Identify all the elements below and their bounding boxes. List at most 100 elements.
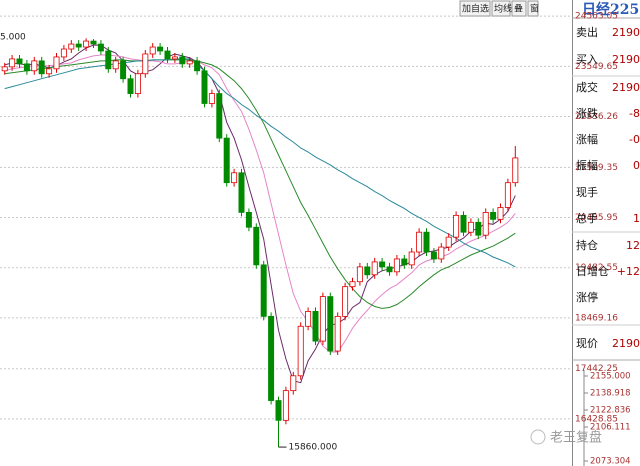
candle-body — [253, 226, 260, 266]
candle-body — [512, 157, 519, 184]
button-frame — [459, 0, 491, 17]
y-tick-label: 23549.65 — [575, 62, 618, 72]
candle-body — [16, 58, 23, 65]
candle-body — [453, 214, 460, 238]
candle-body — [364, 266, 371, 276]
candle-body — [127, 78, 134, 94]
candle-body — [9, 58, 16, 68]
candle-body — [179, 56, 186, 65]
candle-body — [105, 50, 112, 70]
candle-body — [216, 93, 223, 139]
candle-body — [46, 68, 53, 75]
panel-label: 成交 — [576, 80, 598, 94]
button-frame — [491, 0, 511, 17]
toolbar-button[interactable]: 加自选 — [459, 0, 491, 17]
candle-body — [408, 251, 415, 266]
watermark: 老王复盘 — [530, 429, 602, 446]
candle-body — [194, 60, 201, 72]
button-label: 均线 — [494, 3, 512, 15]
candle-body — [53, 56, 60, 70]
candle-body — [371, 261, 378, 276]
candle-body — [157, 46, 164, 52]
ma-line — [4, 54, 516, 353]
candle-body — [120, 60, 127, 80]
candle-body — [327, 296, 334, 352]
panel-label: 现价 — [576, 337, 598, 350]
panel-value: -8 — [629, 107, 640, 120]
y-tick-label: 24563.05 — [575, 12, 618, 22]
low-label: 15860.000 — [289, 443, 338, 453]
panel-label: 涨幅 — [576, 133, 598, 146]
panel-label: 持仓 — [576, 238, 598, 252]
candle-body — [171, 56, 178, 60]
candle-body — [23, 63, 30, 72]
panel-title: 日经225 — [582, 1, 639, 18]
candle-body — [504, 182, 511, 208]
candle-body — [134, 73, 141, 94]
candle-body — [490, 211, 497, 220]
candle-body — [401, 258, 408, 266]
y-tick-label: 21509.35 — [575, 163, 618, 173]
candle-body — [475, 221, 482, 236]
y-tick-label: 17442.25 — [575, 364, 618, 374]
panel-value: +12 — [617, 265, 640, 278]
panel-label: 涨停 — [576, 290, 598, 304]
candle-body — [75, 43, 82, 48]
y-tick-label: 19482.55 — [575, 263, 618, 273]
button-frame — [511, 0, 527, 17]
button-label: 加自选 — [462, 3, 489, 15]
candle-body — [438, 246, 445, 260]
candle-body — [38, 60, 45, 75]
candle-body — [68, 43, 75, 50]
candle-body — [245, 211, 252, 228]
candle-body — [1, 66, 8, 72]
candle-body — [83, 40, 90, 48]
candle-body — [164, 50, 171, 60]
candle-body — [379, 261, 386, 268]
toolbar-button[interactable]: 叠 — [511, 0, 527, 17]
y-tick-label: 20495.95 — [575, 213, 618, 223]
candle-body — [497, 207, 504, 220]
candle-body — [223, 137, 230, 184]
mini-axis-label: 2073.304 — [590, 457, 631, 466]
candle-body — [290, 375, 297, 392]
panel-label: 总手 — [576, 211, 598, 225]
panel-label: 现手 — [576, 185, 598, 199]
high-label: 5.000 — [0, 33, 26, 43]
ma-line — [4, 44, 516, 384]
candle-body — [231, 172, 238, 184]
candle-body — [416, 231, 423, 253]
ma-line — [4, 59, 516, 309]
candle-body — [201, 70, 208, 104]
panel-value: -0 — [629, 133, 640, 146]
candle-body — [356, 266, 363, 283]
y-tick-label: 16428.85 — [575, 414, 618, 424]
panel-label: 卖出 — [576, 25, 598, 39]
candle-body — [430, 251, 437, 260]
panel-value: 0 — [633, 159, 640, 172]
panel-label: 涨跌 — [576, 106, 598, 120]
candle-body — [482, 211, 489, 236]
candle-body — [393, 258, 400, 273]
candle-body — [349, 281, 356, 288]
panel-label: 日增仓 — [576, 264, 609, 278]
candle-body — [334, 315, 341, 352]
candle-body — [238, 172, 245, 213]
watermark-icon — [530, 429, 546, 445]
candle-body — [186, 60, 193, 65]
toolbar-button[interactable]: 均线 — [491, 0, 512, 17]
candle-body — [260, 264, 267, 317]
ma-line — [4, 58, 516, 268]
candle-body — [90, 40, 97, 45]
candle-body — [312, 311, 319, 342]
toolbar-button[interactable]: 窗 — [527, 0, 539, 17]
candle-body — [112, 60, 119, 70]
candle-body — [423, 231, 430, 253]
candle-body — [208, 93, 215, 104]
panel-value: 2190 — [612, 81, 640, 94]
panel-value: 12 — [626, 239, 640, 252]
candle-body — [460, 214, 467, 233]
candle-body — [268, 315, 275, 401]
